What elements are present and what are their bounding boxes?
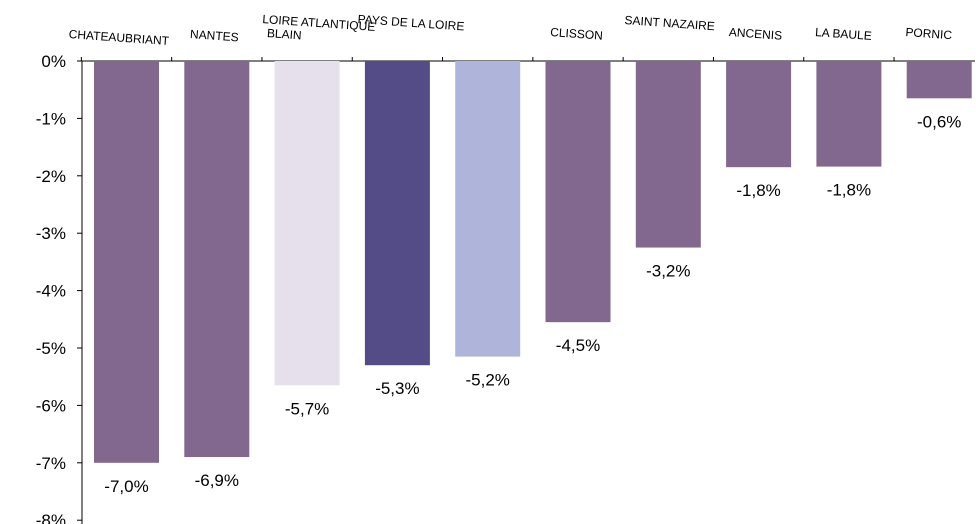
data-label: -5,7% <box>285 399 329 418</box>
data-label: -6,9% <box>195 471 239 490</box>
data-label: -5,2% <box>465 371 509 390</box>
y-tick-label: -1% <box>36 109 66 128</box>
category-label: SAINT NAZAIRE <box>624 13 715 33</box>
y-tick-label: 0% <box>41 52 66 71</box>
bar <box>816 61 882 167</box>
bar <box>906 61 972 99</box>
category-label: CLISSON <box>550 25 604 43</box>
bar <box>635 61 701 248</box>
data-label: -7,0% <box>104 477 148 496</box>
y-tick-label: -7% <box>36 454 66 473</box>
y-tick-label: -5% <box>36 339 66 358</box>
data-label: -1,8% <box>827 181 871 200</box>
y-tick-label: -4% <box>36 282 66 301</box>
category-label: BLAIN <box>266 26 302 42</box>
category-label: CHATEAUBRIANT <box>68 27 170 48</box>
bar <box>364 61 430 366</box>
bar <box>94 61 159 463</box>
data-label: -5,3% <box>375 379 419 398</box>
bar <box>726 61 792 168</box>
bar <box>274 61 340 386</box>
category-label: PORNIC <box>905 25 953 42</box>
y-tick-label: -3% <box>36 224 66 243</box>
category-label: NANTES <box>190 27 240 44</box>
data-label: -1,8% <box>736 181 780 200</box>
value-labels: -7,0% -6,9% -5,7% -5,3% -5,2% -4,5% -3,2% -1,8%… <box>104 112 961 495</box>
category-label: LA BAULE <box>815 25 873 43</box>
y-axis: 0% -1% -2% -3% -4% -5% -6% -7% -8% <box>36 52 975 524</box>
data-label: -3,2% <box>646 262 690 281</box>
y-tick-label: -6% <box>36 396 66 415</box>
bar <box>184 61 250 458</box>
data-label: -0,6% <box>917 112 961 131</box>
data-label: -4,5% <box>556 336 600 355</box>
y-tick-label: -2% <box>36 167 66 186</box>
bar <box>455 61 521 357</box>
category-label: ANCENIS <box>728 25 782 43</box>
bar <box>545 61 611 323</box>
bars <box>94 61 972 463</box>
y-tick-label: -8% <box>36 511 66 524</box>
